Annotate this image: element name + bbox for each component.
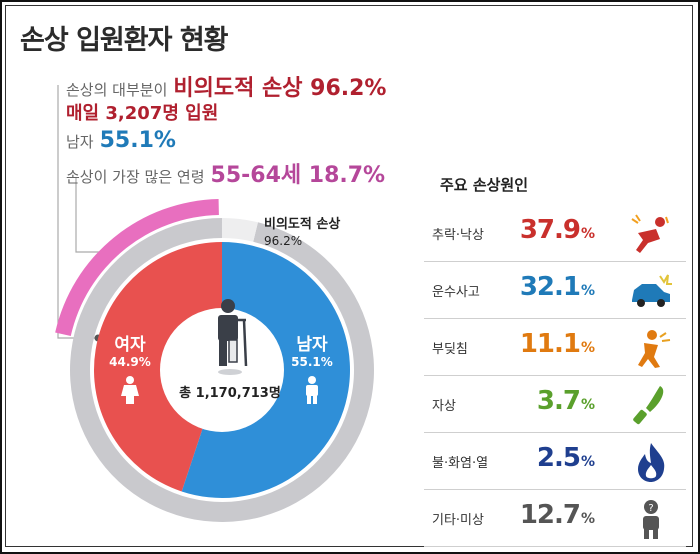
patient-with-crutch-icon [218, 299, 248, 367]
summary-label-age: 손상이 가장 많은 연령 [66, 168, 205, 186]
outer-ring-value: 96.2% [264, 234, 303, 248]
summary-value-daily: 매일 3,207명 입원 [66, 103, 219, 124]
cause-value: 3.7% [536, 386, 595, 416]
female-slice-value: 44.9% [109, 355, 151, 369]
cause-row: 불·화염·열 2.5% [424, 434, 686, 490]
cause-value: 12.7% [519, 500, 595, 530]
cause-value: 32.1% [519, 272, 595, 302]
cause-value-number: 32.1 [519, 272, 581, 302]
male-slice-name: 남자 [296, 335, 328, 355]
page-title: 손상 입원환자 현황 [20, 25, 229, 56]
cause-label: 부딪침 [432, 342, 468, 357]
outer-ring-remainder [222, 218, 258, 242]
cause-value: 11.1% [519, 329, 595, 359]
summary-row-daily: 매일 3,207명 입원 [66, 99, 386, 128]
cause-label: 운수사고 [432, 285, 480, 300]
summary-row-age: 손상이 가장 많은 연령 55-64세 18.7% [66, 157, 386, 188]
female-slice-label: 여자 44.9% [100, 330, 160, 409]
summary-value-male: 55.1% [99, 128, 176, 153]
outer-ring-label: 비의도적 손상 96.2% [264, 216, 340, 250]
cause-row: 기타·미상 12.7%? [424, 491, 686, 547]
cause-value-unit: % [580, 283, 595, 299]
knife-icon [633, 386, 664, 425]
causes-title: 주요 손상원인 [440, 176, 529, 194]
summary-block: 손상의 대부분이 비의도적 손상 96.2% 매일 3,207명 입원 남자 5… [66, 70, 387, 188]
falling-person-icon [631, 214, 669, 253]
cause-label: 불·화염·열 [432, 456, 489, 471]
cause-value-unit: % [580, 454, 595, 470]
summary-value-age: 55-64세 18.7% [210, 163, 386, 188]
female-slice-name: 여자 [114, 335, 146, 355]
cause-value-unit: % [580, 340, 595, 356]
car-crash-icon [632, 274, 672, 307]
svg-text:?: ? [648, 503, 653, 514]
cause-value-number: 37.9 [519, 215, 581, 245]
cause-value: 2.5% [536, 443, 595, 473]
unknown-person-icon: ? [643, 500, 659, 539]
cause-label: 자상 [432, 399, 456, 414]
summary-row-intentional: 손상의 대부분이 비의도적 손상 96.2% [66, 70, 387, 101]
male-person-icon [306, 376, 318, 404]
summary-label-male: 남자 [66, 133, 94, 151]
female-person-icon [121, 376, 139, 404]
cause-row: 운수사고 32.1% [424, 263, 686, 319]
flame-icon [638, 443, 665, 482]
inner-frame [5, 5, 693, 547]
female-slice [94, 242, 222, 492]
cause-value: 37.9% [519, 215, 595, 245]
cause-value-number: 2.5 [536, 443, 581, 473]
cause-value-unit: % [580, 397, 595, 413]
male-slice-label: 남자 55.1% [282, 330, 342, 409]
cause-value-number: 12.7 [519, 500, 581, 530]
intentional-highlight-arc [55, 199, 219, 337]
cause-row: 추락·낙상 37.9% [424, 206, 686, 262]
summary-row-male: 남자 55.1% [66, 128, 386, 157]
outer-ring-name: 비의도적 손상 [264, 217, 341, 232]
cause-value-number: 11.1 [519, 329, 581, 359]
cause-value-unit: % [580, 511, 595, 527]
cause-row: 부딪침 11.1% [424, 320, 686, 376]
male-slice-value: 55.1% [291, 355, 333, 369]
cause-value-number: 3.7 [536, 386, 581, 416]
cause-label: 추락·낙상 [432, 228, 484, 243]
cause-row: 자상 3.7% [424, 377, 686, 433]
cause-value-unit: % [580, 226, 595, 242]
total-count: 총 1,170,713명 [179, 386, 281, 401]
collision-person-icon [638, 330, 671, 368]
summary-value-unintentional: 비의도적 손상 96.2% [173, 76, 387, 101]
cause-label: 기타·미상 [432, 513, 484, 528]
summary-label-majority: 손상의 대부분이 [66, 81, 168, 99]
person-shadow [218, 369, 242, 375]
